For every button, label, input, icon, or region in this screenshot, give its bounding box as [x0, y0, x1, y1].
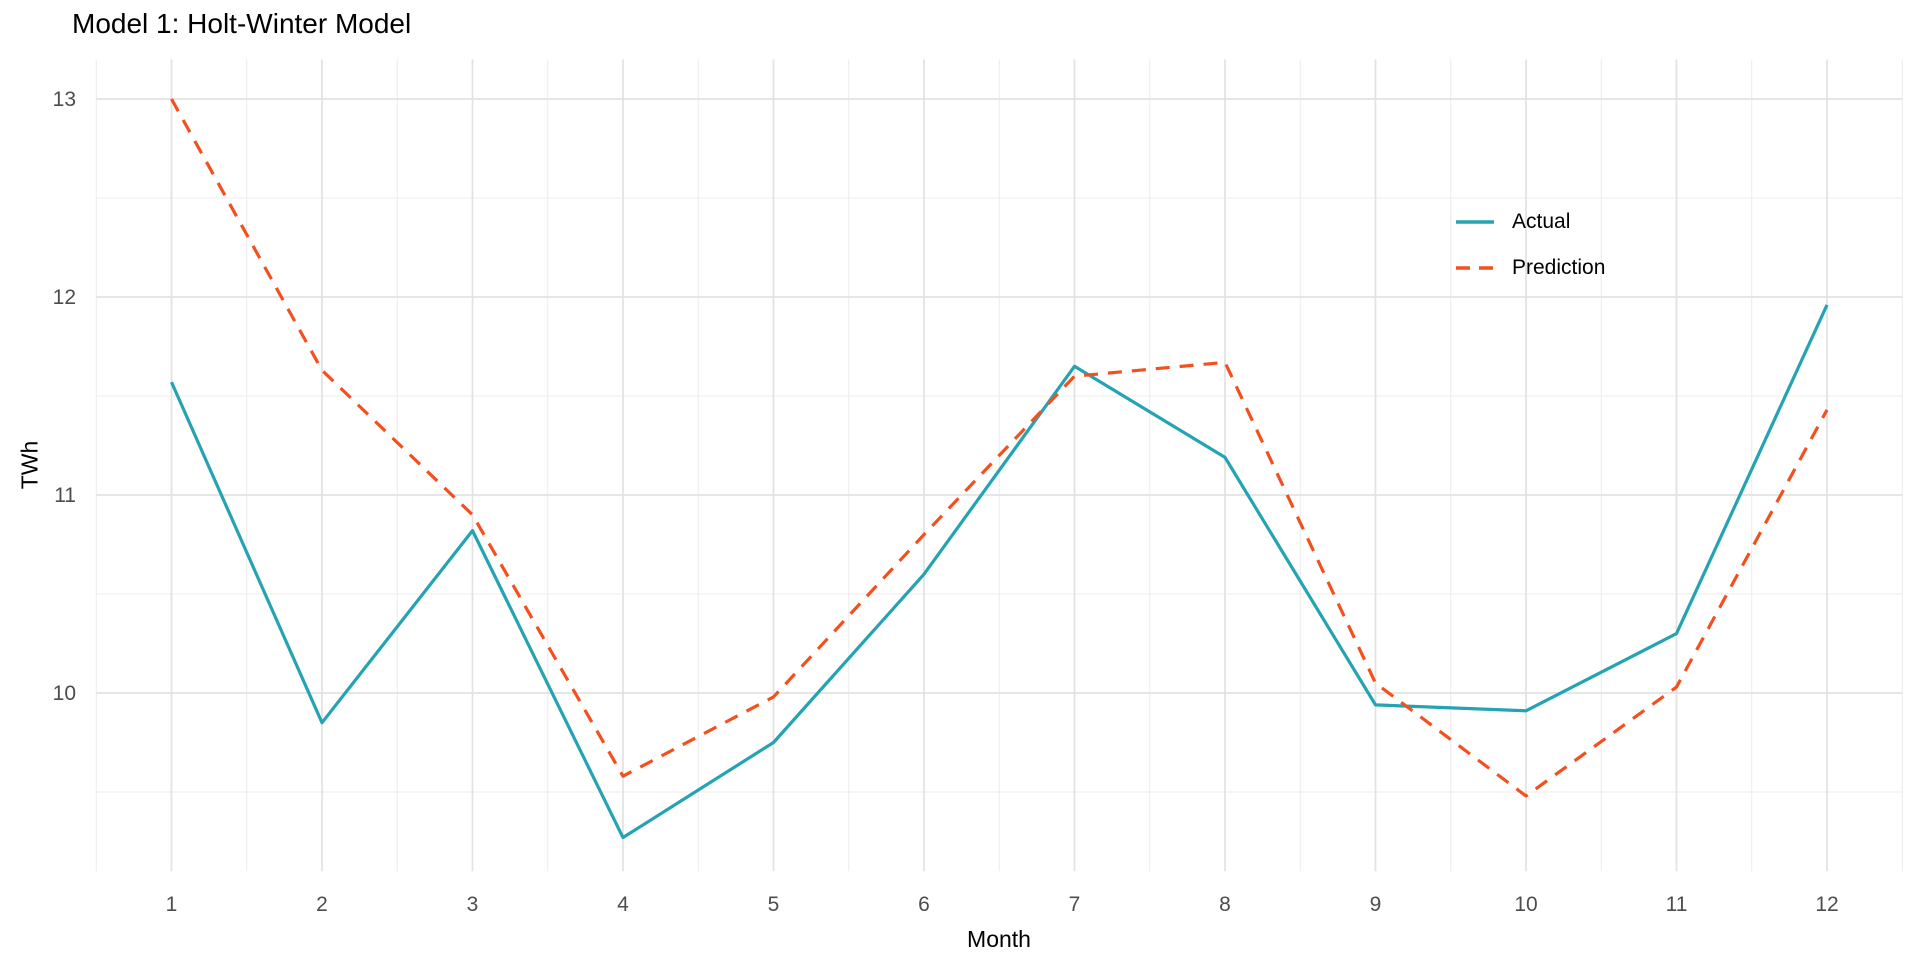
- x-tick-label: 12: [1815, 893, 1838, 916]
- y-tick-label: 11: [54, 484, 76, 507]
- y-tick-label: 13: [53, 88, 76, 111]
- legend-key-prediction: [1456, 266, 1494, 270]
- chart-title: Model 1: Holt-Winter Model: [72, 8, 412, 39]
- x-tick-label: 8: [1219, 893, 1231, 916]
- x-tick-label: 6: [918, 893, 930, 916]
- x-tick-label: 1: [166, 893, 178, 916]
- legend: Actual Prediction: [1455, 208, 1605, 300]
- x-tick-label: 2: [316, 893, 328, 916]
- x-tick-label: 7: [1069, 893, 1081, 916]
- y-tick-label: 10: [53, 682, 76, 705]
- legend-item-prediction: Prediction: [1455, 254, 1605, 282]
- x-tick-label: 3: [467, 893, 479, 916]
- x-tick-label: 9: [1370, 893, 1382, 916]
- series-line-actual: [170, 304, 1829, 840]
- x-tick-label: 4: [617, 893, 629, 916]
- legend-label-actual: Actual: [1512, 210, 1571, 233]
- x-tick-label: 10: [1514, 893, 1537, 916]
- legend-item-actual: Actual: [1455, 208, 1605, 236]
- legend-key-actual: [1456, 220, 1494, 224]
- series-line-prediction: [170, 98, 1829, 798]
- x-tick-label: 11: [1666, 893, 1688, 916]
- x-tick-label: 5: [768, 893, 780, 916]
- y-tick-label: 12: [53, 286, 76, 309]
- legend-label-prediction: Prediction: [1512, 256, 1606, 279]
- y-axis-title: TWh: [16, 440, 43, 490]
- x-axis-title: Month: [967, 926, 1031, 952]
